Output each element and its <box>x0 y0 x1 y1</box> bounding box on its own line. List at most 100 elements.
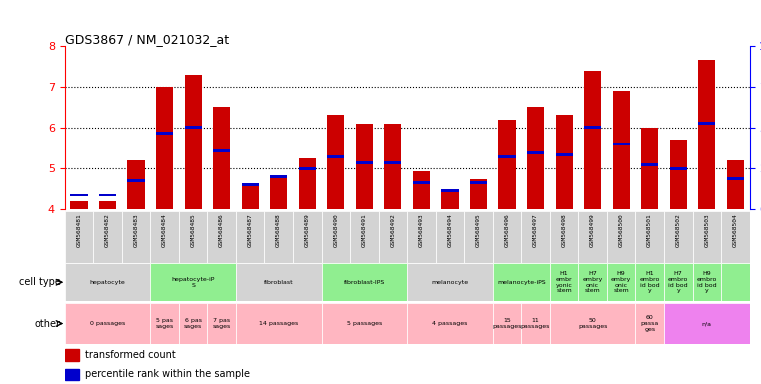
Bar <box>613 142 630 146</box>
Bar <box>298 158 316 209</box>
Bar <box>293 211 322 263</box>
Bar <box>70 194 88 197</box>
Bar <box>156 132 174 135</box>
Text: GSM568486: GSM568486 <box>219 213 224 247</box>
Text: GSM568497: GSM568497 <box>533 213 538 247</box>
Bar <box>498 155 516 158</box>
Text: H1
embr
yonic
stem: H1 embr yonic stem <box>556 271 572 293</box>
Text: melanocyte: melanocyte <box>431 280 469 285</box>
Bar <box>578 263 607 301</box>
Text: 6 pas
sages: 6 pas sages <box>184 318 202 329</box>
Text: GSM568490: GSM568490 <box>333 213 339 247</box>
Bar <box>721 263 750 301</box>
Text: fibroblast-IPS: fibroblast-IPS <box>344 280 385 285</box>
Bar <box>413 170 430 209</box>
Bar <box>641 163 658 166</box>
Bar <box>641 127 658 209</box>
Bar <box>322 263 407 301</box>
Bar <box>185 126 202 129</box>
Bar <box>693 263 721 301</box>
Text: percentile rank within the sample: percentile rank within the sample <box>84 369 250 379</box>
Bar <box>242 184 259 186</box>
Bar <box>298 167 316 170</box>
Text: GSM568485: GSM568485 <box>190 213 196 247</box>
Text: 7 pas
sages: 7 pas sages <box>212 318 231 329</box>
Bar <box>65 369 79 380</box>
Bar <box>407 303 493 344</box>
Text: GSM568483: GSM568483 <box>133 213 139 247</box>
Bar <box>699 122 715 125</box>
Bar <box>727 161 744 209</box>
Bar <box>664 303 750 344</box>
Bar <box>179 303 207 344</box>
Text: H7
embro
id bod
y: H7 embro id bod y <box>668 271 689 293</box>
Bar <box>521 211 549 263</box>
Bar <box>670 167 687 170</box>
Bar <box>584 126 601 129</box>
Text: GSM568504: GSM568504 <box>733 213 738 247</box>
Bar <box>151 303 179 344</box>
Bar <box>270 177 288 209</box>
Bar <box>493 303 521 344</box>
Bar <box>207 211 236 263</box>
Bar <box>270 175 288 178</box>
Bar <box>635 263 664 301</box>
Text: GSM568492: GSM568492 <box>390 213 396 247</box>
Bar <box>441 189 458 192</box>
Bar <box>407 263 493 301</box>
Bar <box>635 303 664 344</box>
Bar <box>664 211 693 263</box>
Bar <box>527 151 544 154</box>
Text: melanocyte-iPS: melanocyte-iPS <box>497 280 546 285</box>
Bar <box>327 155 344 158</box>
Text: GSM568487: GSM568487 <box>247 213 253 247</box>
Bar <box>70 201 88 209</box>
Bar <box>556 153 573 156</box>
Bar <box>493 211 521 263</box>
Bar <box>699 60 715 209</box>
Text: GSM568496: GSM568496 <box>505 213 510 247</box>
Bar <box>355 124 373 209</box>
Text: fibroblast: fibroblast <box>264 280 294 285</box>
Bar <box>151 211 179 263</box>
Text: GSM568484: GSM568484 <box>162 213 167 247</box>
Text: other: other <box>35 318 61 329</box>
Bar <box>613 91 630 209</box>
Bar <box>413 181 430 184</box>
Bar <box>607 263 635 301</box>
Bar <box>207 303 236 344</box>
Bar <box>384 161 402 164</box>
Bar <box>242 185 259 209</box>
Text: GSM568481: GSM568481 <box>76 213 81 247</box>
Text: GSM568500: GSM568500 <box>619 213 624 247</box>
Bar <box>65 263 151 301</box>
Text: H9
embro
id bod
y: H9 embro id bod y <box>696 271 717 293</box>
Bar <box>527 107 544 209</box>
Bar <box>721 211 750 263</box>
Bar <box>122 211 151 263</box>
Text: 5 passages: 5 passages <box>347 321 382 326</box>
Text: H9
embry
onic
stem: H9 embry onic stem <box>611 271 632 293</box>
Text: n/a: n/a <box>702 321 712 326</box>
Text: GSM568495: GSM568495 <box>476 213 481 247</box>
Bar <box>464 211 493 263</box>
Text: 14 passages: 14 passages <box>259 321 298 326</box>
Bar <box>693 211 721 263</box>
Bar <box>521 303 549 344</box>
Bar <box>99 194 116 197</box>
Bar <box>670 140 687 209</box>
Bar <box>498 119 516 209</box>
Text: GSM568493: GSM568493 <box>419 213 424 247</box>
Bar <box>185 74 202 209</box>
Bar <box>65 349 79 361</box>
Text: 50
passages: 50 passages <box>578 318 607 329</box>
Bar <box>549 211 578 263</box>
Bar <box>407 211 436 263</box>
Text: hepatocyte-iP
S: hepatocyte-iP S <box>171 277 215 288</box>
Text: cell type: cell type <box>19 277 61 287</box>
Bar <box>322 211 350 263</box>
Bar <box>179 211 207 263</box>
Text: GSM568503: GSM568503 <box>704 213 709 247</box>
Bar <box>578 211 607 263</box>
Text: GDS3867 / NM_021032_at: GDS3867 / NM_021032_at <box>65 33 229 46</box>
